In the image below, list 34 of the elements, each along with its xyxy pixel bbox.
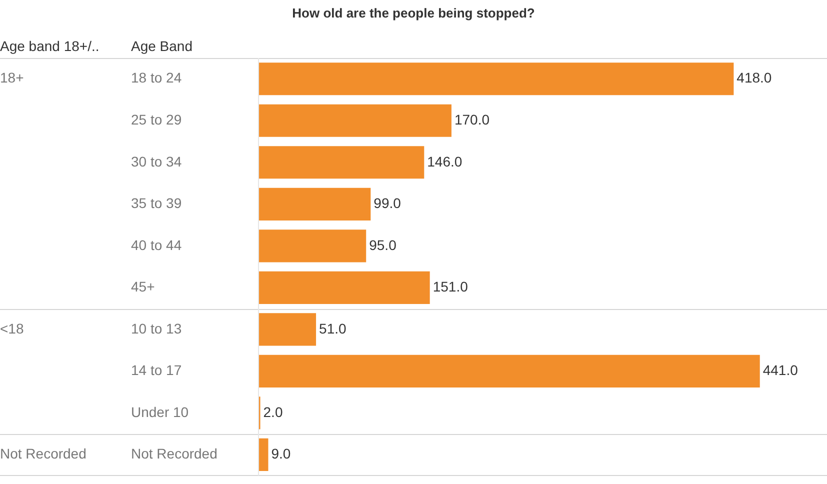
data-label: 441.0 [762, 362, 798, 378]
y-tick-label: 35 to 39 [131, 195, 182, 212]
y-tick-label: 30 to 34 [131, 153, 182, 170]
data-label: 2.0 [263, 404, 283, 420]
bar [258, 354, 760, 388]
y-tick-label: 18 to 24 [131, 70, 182, 86]
y-tick-label: 10 to 13 [131, 320, 182, 336]
bar [258, 62, 734, 96]
text: 18+ [0, 70, 24, 86]
chart-title: How old are the people being stopped? [292, 6, 535, 21]
y-tick-label: 40 to 44 [131, 236, 182, 253]
bar [258, 146, 424, 179]
data-label: 9.0 [271, 446, 291, 462]
data-label: 418.0 [736, 70, 772, 86]
text: Not Recorded [0, 446, 86, 462]
y-tick-label: Not Recorded [131, 446, 218, 462]
data-label: 146.0 [427, 153, 462, 170]
data-label: 51.0 [319, 320, 346, 336]
y-tick-label: 45+ [131, 278, 155, 295]
bar [258, 188, 371, 220]
data-label: 151.0 [432, 278, 468, 295]
text: Age band 18+/.. [0, 38, 100, 54]
bar [258, 230, 366, 262]
bar [258, 271, 430, 304]
bar [258, 104, 452, 137]
text: <18 [0, 320, 24, 336]
y-tick-label: 14 to 17 [131, 362, 182, 378]
data-label: 170.0 [454, 112, 490, 128]
bar [258, 313, 316, 346]
data-label: 99.0 [374, 195, 402, 212]
y-axis-title: Age Band [131, 38, 192, 54]
y-tick-label: 25 to 29 [131, 112, 182, 128]
y-tick-label: Under 10 [131, 404, 189, 420]
data-label: 95.0 [369, 236, 397, 253]
